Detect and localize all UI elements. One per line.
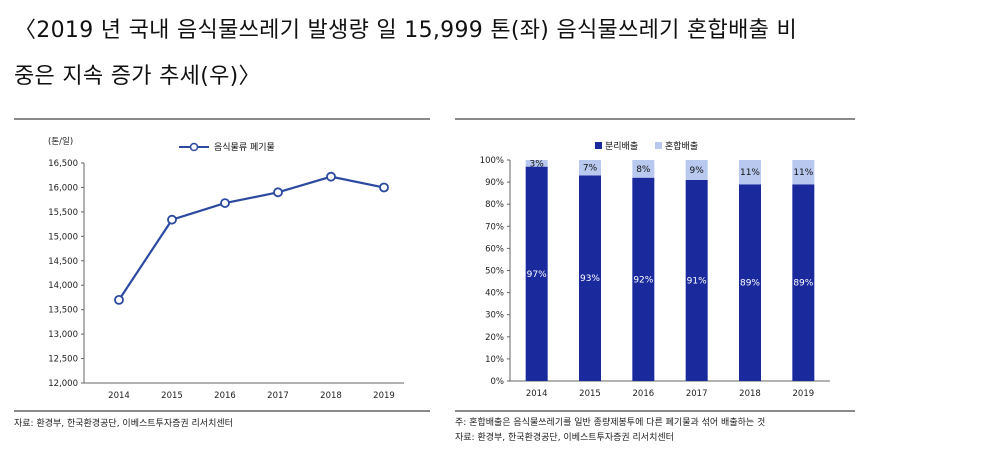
y-tick-label: 13,500: [48, 306, 78, 316]
bar-separate: [632, 177, 655, 381]
x-tick-label: 2016: [214, 391, 236, 401]
panel-bottom-rule: [14, 410, 430, 412]
x-tick-label: 2015: [579, 389, 601, 399]
daily-food-waste-chart-panel: (톤/일) 음식물류 폐기물 12,000 12,500 13,000 13,500 14,…: [14, 118, 430, 458]
y-tick-label: 10%: [485, 355, 504, 365]
y-tick-label: 14,500: [48, 257, 78, 267]
bar-label-mixed: 7%: [583, 164, 598, 174]
x-tick-label: 2017: [686, 389, 708, 399]
legend-marker: [189, 142, 199, 152]
y-tick-label: 13,000: [48, 330, 78, 340]
left-source-note: 자료: 환경부, 한국환경공단, 이베스트투자증권 리서치센터: [14, 419, 233, 429]
heading-line-1: 〈2019 년 국내 음식물쓰레기 발생량 일 15,999 톤(좌) 음식물쓰…: [14, 18, 798, 43]
bar-label-separate: 89%: [793, 279, 813, 289]
line-chart: (톤/일) 음식물류 폐기물 12,000 12,500 13,000 13,500 14,…: [48, 137, 404, 401]
disposal-share-chart-panel: 분리배출 혼합배출 0% 10% 20% 30% 40% 50% 60% 70% 80% 90% 100…: [455, 118, 855, 458]
bar-separate: [739, 184, 761, 381]
bar-label-mixed: 11%: [793, 168, 813, 178]
legend-label-separate: 분리배출: [605, 141, 638, 152]
stacked-bar-chart: 분리배출 혼합배출 0% 10% 20% 30% 40% 50% 60% 70% 80% 90% 100…: [480, 140, 830, 399]
bar-label-separate: 97%: [527, 270, 547, 280]
bar-mixed: [525, 160, 548, 167]
data-point: [273, 187, 283, 198]
bar-separate: [525, 166, 548, 381]
y-tick-label: 15,500: [48, 208, 78, 218]
y-tick-label: 40%: [485, 289, 504, 299]
bar-label-separate: 92%: [633, 275, 653, 285]
bar-mixed: [792, 160, 815, 185]
bar-label-separate: 91%: [687, 276, 707, 286]
y-axis-unit-label: (톤/일): [48, 137, 73, 147]
x-tick-label: 2017: [267, 391, 289, 401]
x-tick-label: 2014: [526, 389, 548, 399]
data-point: [326, 171, 336, 182]
data-point: [379, 182, 389, 193]
bar-label-mixed: 3%: [530, 159, 545, 169]
x-tick-label: 2016: [633, 389, 655, 399]
legend-swatch-separate: [595, 142, 602, 149]
data-point: [114, 294, 124, 305]
bar-label-mixed: 9%: [690, 166, 705, 176]
bar-mixed: [579, 160, 601, 176]
y-tick-label: 30%: [485, 311, 504, 321]
bar-label-mixed: 11%: [740, 168, 760, 178]
bar-separate: [685, 179, 708, 381]
heading-line-2: 중은 지속 증가 추세(우)〉: [14, 64, 261, 89]
x-tick-label: 2019: [373, 391, 395, 401]
bar-mixed: [685, 160, 708, 180]
right-source-note: 자료: 환경부, 한국환경공단, 이베스트투자증권 리서치센터: [455, 433, 674, 443]
panel-top-rule: [14, 118, 430, 120]
bar-label-separate: 89%: [740, 279, 760, 289]
panel-top-rule: [455, 118, 855, 120]
bar-separate: [579, 175, 601, 381]
y-tick-label: 12,500: [48, 355, 78, 365]
data-point: [167, 214, 177, 225]
y-tick-label: 20%: [485, 333, 504, 343]
y-tick-label: 14,000: [48, 281, 78, 291]
y-tick-label: 12,000: [48, 379, 78, 389]
x-tick-label: 2019: [793, 389, 815, 399]
panel-bottom-rule: [455, 410, 855, 412]
series-line-food-waste: [118, 175, 385, 301]
x-tick-label: 2015: [161, 391, 183, 401]
y-tick-label: 16,500: [48, 159, 78, 169]
bar-separate: [792, 184, 815, 381]
legend-swatch-mixed: [655, 142, 662, 149]
y-tick-label: 100%: [480, 156, 504, 166]
legend-label-food-waste: 음식물류 폐기물: [214, 141, 275, 153]
x-tick-label: 2014: [108, 391, 130, 401]
y-tick-label: 90%: [485, 178, 504, 188]
y-tick-label: 50%: [485, 267, 504, 277]
y-tick-label: 15,000: [48, 232, 78, 242]
bar-label-separate: 93%: [580, 274, 600, 284]
y-tick-label: 16,000: [48, 183, 78, 193]
bar-mixed: [739, 160, 761, 185]
y-tick-label: 70%: [485, 222, 504, 232]
x-tick-label: 2018: [739, 389, 761, 399]
right-footnote: 주: 혼합배출은 음식물쓰레기를 일반 종량제봉투에 다른 폐기물과 섞어 배출…: [455, 418, 766, 428]
y-tick-label: 0%: [491, 377, 505, 387]
data-point: [220, 198, 230, 208]
y-tick-label: 60%: [485, 244, 504, 254]
y-tick-label: 80%: [485, 200, 504, 210]
bar-label-mixed: 8%: [636, 165, 651, 175]
legend-label-mixed: 혼합배출: [665, 140, 698, 152]
page-heading: 〈2019 년 국내 음식물쓰레기 발생량 일 15,999 톤(좌) 음식물쓰…: [14, 8, 979, 100]
bar-mixed: [632, 160, 655, 178]
x-tick-label: 2018: [320, 391, 342, 401]
